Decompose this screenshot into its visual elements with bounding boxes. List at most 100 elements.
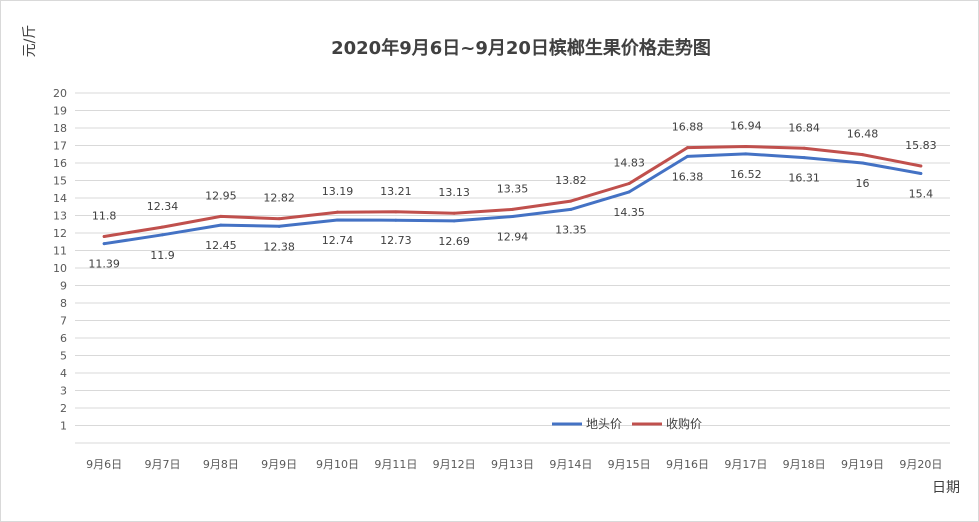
data-point [919, 164, 923, 168]
y-tick-label: 17 [53, 140, 67, 153]
data-point [511, 215, 514, 219]
y-tick-label: 12 [53, 227, 67, 240]
y-tick-label: 2 [60, 402, 67, 415]
data-labels: 11.39 11.9 12.45 12.38 12.74 12.73 12.69 12.94 1… [88, 120, 936, 271]
data-point [686, 154, 689, 158]
data-label: 12.45 [205, 239, 237, 252]
series-lines [102, 145, 923, 246]
y-tick-label: 11 [53, 245, 67, 258]
data-label: 16.38 [672, 170, 704, 183]
data-label: 15.4 [909, 188, 934, 201]
data-label: 11.39 [88, 258, 120, 271]
y-tick-label: 1 [60, 420, 67, 433]
data-point [569, 207, 573, 211]
data-point [627, 181, 631, 185]
data-label: 14.35 [613, 206, 645, 219]
x-tick-label: 9月19日 [841, 458, 884, 471]
data-label: 12.34 [147, 200, 179, 213]
x-tick-label: 9月10日 [316, 458, 359, 471]
data-label: 12.69 [438, 235, 470, 248]
y-tick-label: 6 [60, 332, 67, 345]
data-label: 11.8 [92, 210, 117, 223]
x-tick-label: 9月17日 [724, 458, 767, 471]
data-point [744, 152, 748, 156]
y-tick-label: 3 [60, 385, 67, 398]
data-point [686, 146, 689, 150]
data-label: 15.83 [905, 139, 937, 152]
data-label: 16.94 [730, 120, 762, 133]
chart-title: 2020年9月6日~9月20日槟榔生果价格走势图 [331, 37, 711, 59]
data-point [861, 161, 864, 165]
data-label: 13.21 [380, 185, 412, 198]
data-point [511, 207, 514, 211]
data-label: 12.95 [205, 189, 237, 202]
x-tick-label: 9月14日 [549, 458, 592, 471]
data-label: 13.35 [555, 223, 587, 236]
x-tick-label: 9月13日 [491, 458, 534, 471]
data-point [219, 214, 223, 218]
gridlines [75, 92, 950, 444]
x-tick-label: 9月8日 [203, 458, 239, 471]
y-tick-label: 4 [60, 367, 67, 380]
x-tick-label: 9月12日 [433, 458, 476, 471]
data-point [277, 217, 281, 221]
x-tick-label: 9月7日 [145, 458, 181, 471]
data-point [627, 190, 631, 194]
data-point [569, 199, 573, 203]
x-axis-title: 日期 [932, 480, 960, 496]
y-tick-label: 15 [53, 175, 67, 188]
y-tick-label: 19 [53, 105, 67, 118]
data-point [161, 225, 164, 229]
data-label: 16.31 [788, 172, 820, 185]
x-tick-label: 9月15日 [608, 458, 651, 471]
data-point [102, 235, 106, 238]
y-tick-label: 18 [53, 122, 67, 135]
data-label: 13.35 [497, 182, 529, 195]
y-tick-label: 20 [53, 87, 67, 100]
legend: 地头价 收购价 [552, 416, 702, 431]
data-point [219, 223, 223, 227]
data-point [277, 224, 281, 228]
data-point [861, 153, 864, 157]
data-label: 16 [856, 177, 870, 190]
legend-label: 地头价 [586, 417, 622, 431]
data-point [802, 156, 806, 160]
data-label: 12.73 [380, 234, 412, 247]
data-label: 14.83 [613, 156, 645, 169]
x-tick-label: 9月9日 [261, 458, 297, 471]
x-tick-label: 9月16日 [666, 458, 709, 471]
data-point [744, 145, 748, 149]
y-tick-label: 13 [53, 210, 67, 223]
data-point [452, 219, 456, 223]
data-label: 13.82 [555, 174, 587, 187]
legend-label: 收购价 [666, 416, 702, 431]
data-label: 16.52 [730, 168, 762, 181]
y-tick-label: 14 [53, 192, 67, 205]
data-point [336, 210, 339, 214]
data-point [452, 211, 456, 215]
y-tick-label: 8 [60, 297, 67, 310]
y-tick-label: 10 [53, 262, 67, 275]
data-label: 11.9 [150, 249, 175, 262]
data-label: 12.82 [263, 192, 295, 205]
y-tick-label: 9 [60, 280, 67, 293]
y-tick-label: 5 [60, 350, 67, 363]
data-point [102, 242, 106, 246]
data-point [394, 218, 398, 222]
data-point [802, 146, 806, 150]
data-point [394, 210, 398, 214]
data-point [161, 233, 164, 237]
data-label: 13.19 [322, 185, 354, 198]
y-axis-title: 元/斤 [22, 25, 38, 58]
y-tick-label: 7 [60, 315, 67, 328]
data-label: 12.94 [497, 231, 529, 244]
data-point [336, 218, 339, 222]
x-axis-ticks: 9月6日 9月7日 9月8日 9月9日 9月10日 9月11日 9月12日 9月13日 9月14… [86, 458, 942, 471]
data-label: 16.84 [788, 121, 820, 134]
x-tick-label: 9月18日 [783, 458, 826, 471]
data-label: 13.13 [438, 186, 470, 199]
data-label: 12.38 [263, 240, 295, 253]
